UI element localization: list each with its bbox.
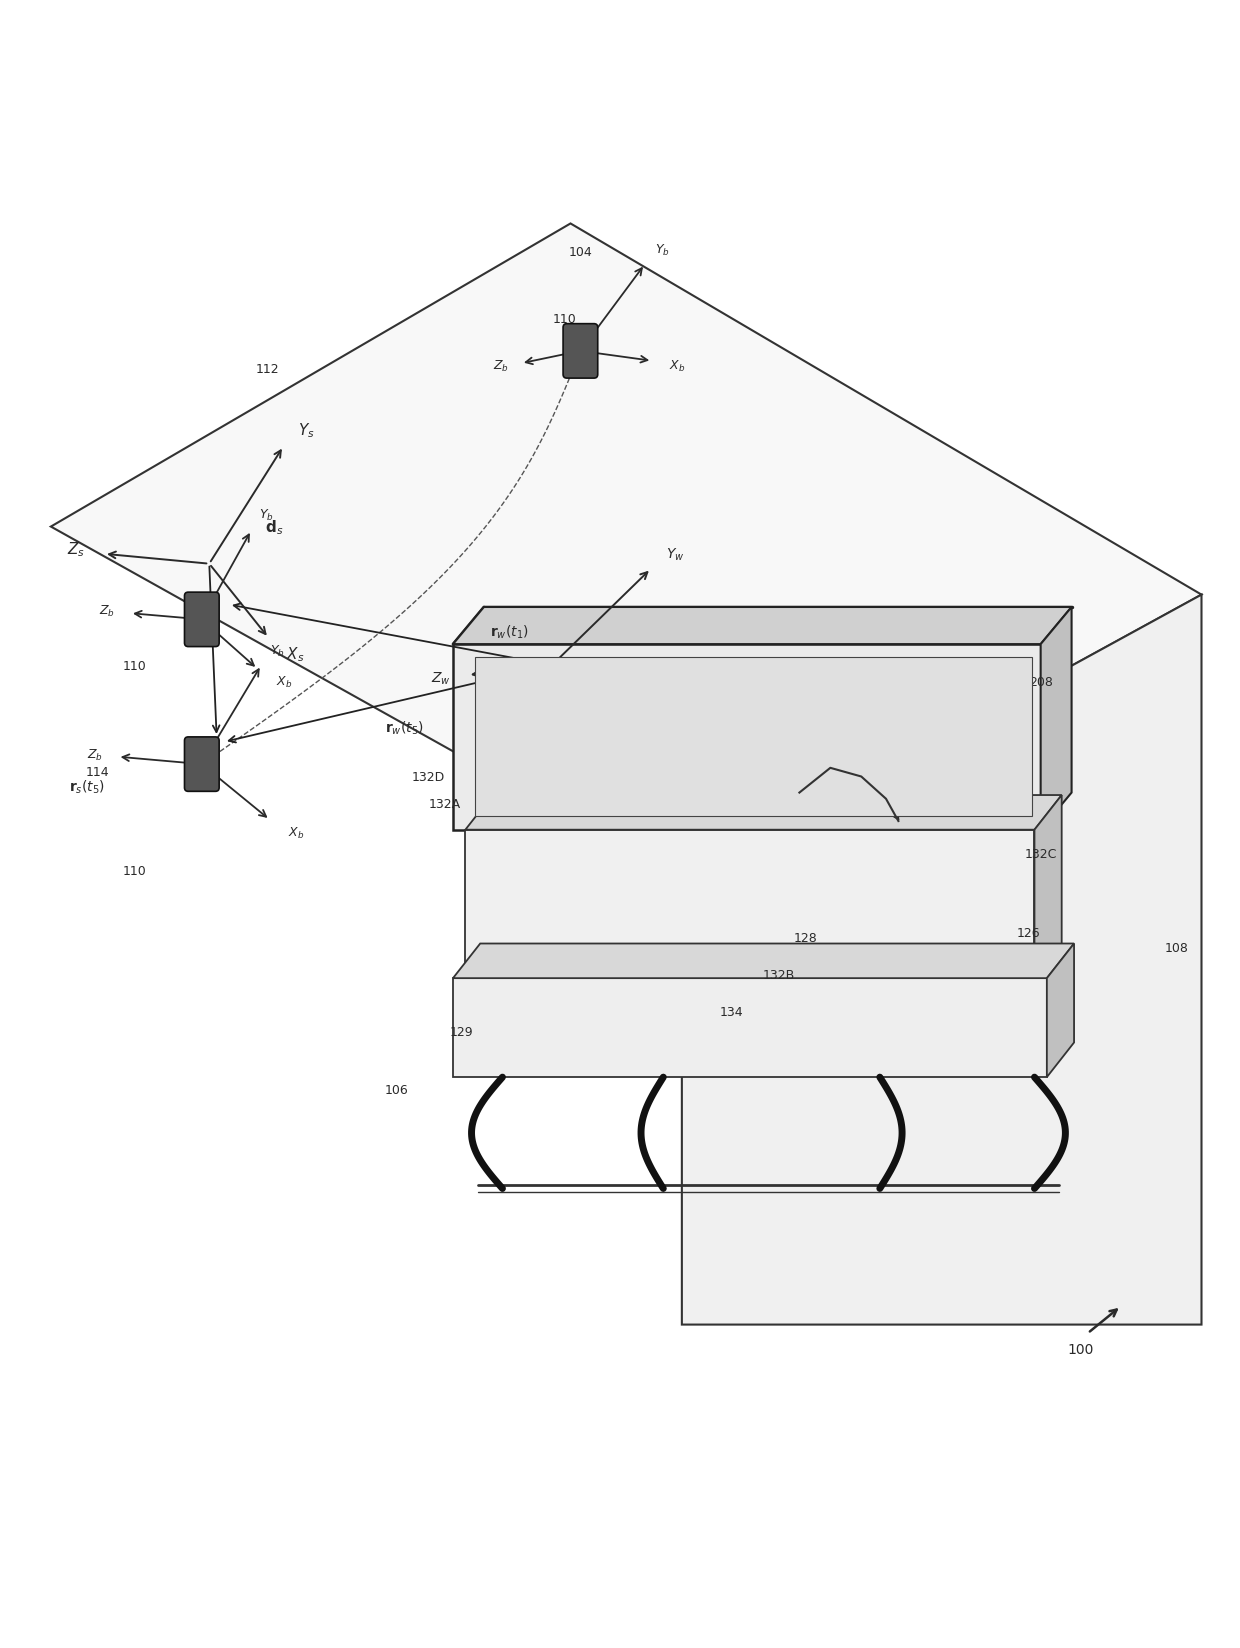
FancyBboxPatch shape <box>185 737 219 791</box>
Text: 208: 208 <box>1029 676 1053 689</box>
Polygon shape <box>51 224 1202 880</box>
Polygon shape <box>1034 796 1061 979</box>
Text: $\mathbf{r}_w(t_1)$: $\mathbf{r}_w(t_1)$ <box>490 623 529 641</box>
Text: $\mathbf{d}_s$: $\mathbf{d}_s$ <box>265 517 283 537</box>
Text: 106: 106 <box>384 1083 409 1096</box>
Text: $Z_b$: $Z_b$ <box>99 603 115 620</box>
FancyBboxPatch shape <box>563 325 598 379</box>
Polygon shape <box>465 796 1061 831</box>
Text: 132D: 132D <box>412 771 445 783</box>
Text: 110: 110 <box>553 313 577 326</box>
Text: $X_s$: $X_s$ <box>286 646 304 664</box>
Text: 104: 104 <box>568 246 593 259</box>
Text: 108: 108 <box>1164 941 1188 954</box>
Text: $Y_b$: $Y_b$ <box>270 643 285 659</box>
Text: 128: 128 <box>794 931 817 944</box>
Polygon shape <box>453 644 1040 831</box>
Ellipse shape <box>800 771 848 798</box>
Polygon shape <box>453 608 1071 644</box>
Polygon shape <box>1040 608 1071 831</box>
Text: $Z_b$: $Z_b$ <box>492 359 508 374</box>
Text: 126: 126 <box>1017 926 1040 939</box>
Text: $\mathbf{r}_s(t_5)$: $\mathbf{r}_s(t_5)$ <box>69 778 105 796</box>
Text: 129: 129 <box>450 1025 474 1038</box>
Polygon shape <box>453 944 1074 979</box>
Text: $Y_b$: $Y_b$ <box>259 508 274 522</box>
Text: $Y_w$: $Y_w$ <box>630 682 647 699</box>
Text: $Z_w$: $Z_w$ <box>430 669 450 686</box>
Polygon shape <box>475 658 1032 817</box>
Polygon shape <box>1047 944 1074 1078</box>
Text: $\mathbf{r}_w(t_5)$: $\mathbf{r}_w(t_5)$ <box>384 719 424 737</box>
Text: $X_b$: $X_b$ <box>289 826 305 840</box>
FancyBboxPatch shape <box>185 593 219 648</box>
Text: 100: 100 <box>1068 1343 1094 1356</box>
Text: 112: 112 <box>255 363 279 376</box>
Polygon shape <box>682 595 1202 1325</box>
Text: $X_b$: $X_b$ <box>277 674 293 689</box>
Text: 132C: 132C <box>1024 847 1056 860</box>
Text: $Y_w$: $Y_w$ <box>666 545 684 562</box>
Text: 134: 134 <box>719 1005 743 1018</box>
Text: 132A: 132A <box>428 798 460 811</box>
Text: 132B: 132B <box>763 969 795 981</box>
Text: 110: 110 <box>123 865 146 877</box>
Text: $Z_b$: $Z_b$ <box>87 747 103 763</box>
Text: $Z_s$: $Z_s$ <box>67 541 86 559</box>
Text: $Y_s$: $Y_s$ <box>299 422 315 440</box>
Text: $X_b$: $X_b$ <box>670 359 686 374</box>
Text: 114: 114 <box>86 766 109 778</box>
Text: $Y_b$: $Y_b$ <box>655 242 670 257</box>
Polygon shape <box>465 831 1034 979</box>
Text: $X_w$: $X_w$ <box>651 745 671 760</box>
Polygon shape <box>453 979 1047 1078</box>
Text: 110: 110 <box>123 659 146 672</box>
